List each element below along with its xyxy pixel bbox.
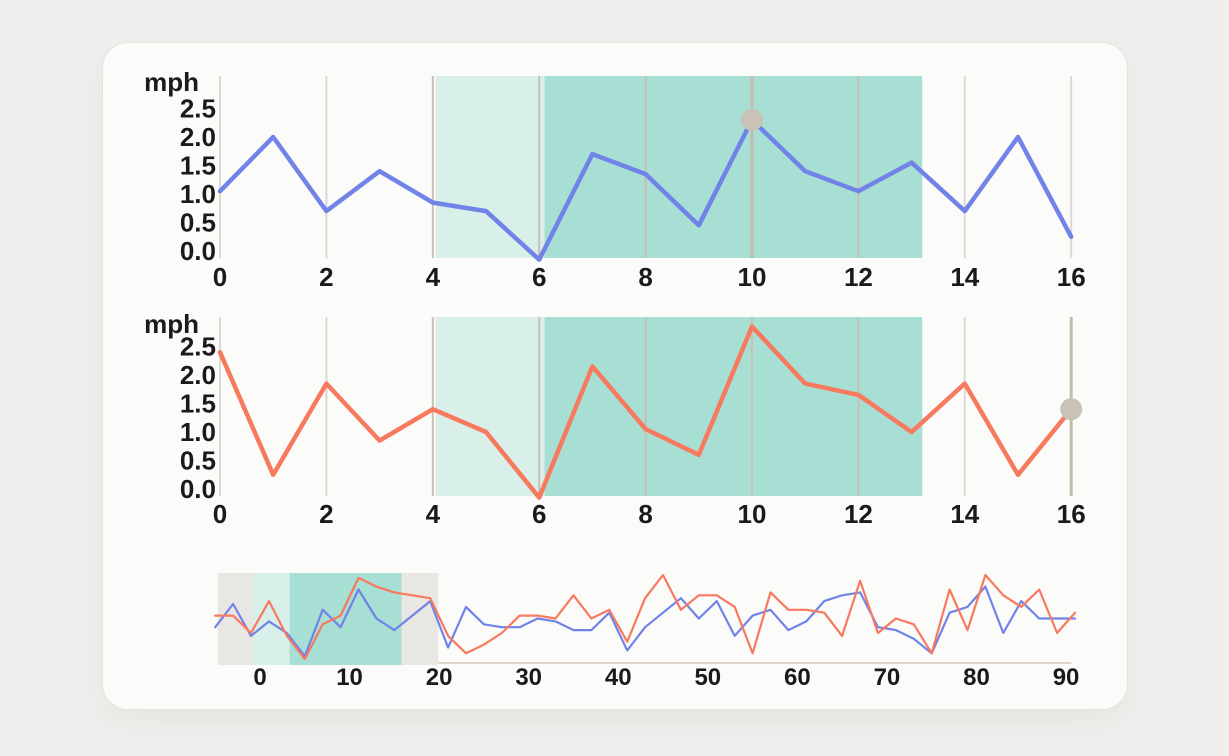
highlight-region-dark	[544, 317, 923, 496]
x-tick-label: 10	[738, 499, 767, 529]
y-tick-label: 1.5	[180, 389, 216, 419]
highlight-region-light	[435, 317, 545, 496]
highlight-region-dark	[544, 76, 923, 258]
overview-tick-label: 20	[426, 664, 453, 691]
x-tick-label: 16	[1057, 499, 1086, 529]
overview-tick-label: 30	[515, 664, 542, 691]
speed-charts-card: 0 2 4 6 8 10 12 14 16 2.5 2.0 1.5 1.0 0.5 0.0 mph 0 2 4 6 8 1…	[102, 42, 1128, 710]
y-tick-label: 1.0	[180, 179, 216, 209]
x-tick-label: 14	[950, 499, 979, 529]
speed-detail-bottom-panel: 0 2 4 6 8 10 12 14 16 2.52.01.51.00.50.0 mph	[144, 309, 1086, 529]
x-tick-label: 14	[950, 262, 979, 292]
x-tick-label: 2	[319, 262, 333, 292]
overview-tick-label: 50	[694, 664, 721, 691]
overview-tick-label: 80	[963, 664, 990, 691]
y-tick-label: 2.0	[180, 360, 216, 390]
x-tick-label: 12	[844, 499, 873, 529]
y-tick-label: 0.0	[180, 474, 216, 504]
x-tick-label: 10	[738, 262, 767, 292]
x-tick-label: 4	[426, 499, 441, 529]
x-tick-label: 12	[844, 262, 873, 292]
marker-dot[interactable]	[1060, 398, 1083, 421]
speed-line-blue	[217, 117, 1074, 262]
x-tick-label: 8	[638, 499, 652, 529]
x-tick-label: 0	[213, 262, 227, 292]
overview-tick-label: 90	[1053, 664, 1080, 691]
x-tick-label: 0	[213, 499, 227, 529]
y-tick-label: 0.0	[180, 236, 216, 266]
speed-detail-top-panel: 0 2 4 6 8 10 12 14 16 2.52.01.51.00.50.0 mph	[144, 67, 1086, 292]
x-tick-label: 8	[638, 262, 652, 292]
y-tick-label: 2.0	[180, 122, 216, 152]
overview-tick-label: 40	[605, 664, 632, 691]
y-tick-label: 2.5	[180, 94, 216, 124]
speed-line-orange	[217, 324, 1074, 500]
y-tick-label: 1.0	[180, 417, 216, 447]
highlight-region-light	[435, 76, 545, 258]
overview-tick-label: 0	[253, 664, 266, 691]
x-tick-label: 16	[1057, 262, 1086, 292]
y-tick-label: 0.5	[180, 208, 216, 238]
overview-tick-label: 70	[874, 664, 901, 691]
x-tick-label: 6	[532, 499, 546, 529]
marker-dot[interactable]	[741, 108, 763, 131]
overview-line-orange	[214, 573, 1077, 661]
y-tick-label: 1.5	[180, 151, 216, 181]
overview-brush-panel: 0 10 20 30 40 50 60 70 80 90	[214, 573, 1080, 691]
overview-tick-label: 60	[784, 664, 811, 691]
y-tick-label: 0.5	[180, 446, 216, 476]
x-tick-label: 2	[319, 499, 333, 529]
overview-tick-label: 10	[336, 664, 363, 691]
axis-unit-label: mph	[144, 309, 199, 339]
x-tick-label: 4	[426, 262, 441, 292]
x-tick-label: 6	[532, 262, 546, 292]
y-tick-label: 2.5	[180, 332, 216, 362]
axis-unit-label: mph	[144, 67, 199, 97]
